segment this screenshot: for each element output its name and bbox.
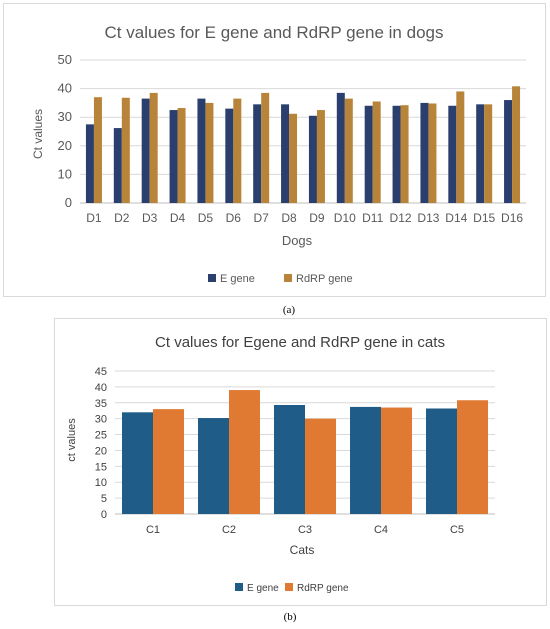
cats-bar-rdrp-gene-c2 (229, 390, 260, 514)
dogs-bar-rdrp-gene-d16 (512, 86, 521, 203)
dogs-chart-panel: Ct values for E gene and RdRP gene in do… (3, 3, 546, 297)
dogs-bar-e-gene-d6 (225, 108, 234, 203)
dogs-legend-swatch-rdrp-gene (284, 274, 292, 282)
panel-a-caption: (a) (282, 304, 296, 316)
panel-b-caption: (b) (283, 611, 297, 623)
cats-x-tick-label: C2 (222, 524, 236, 536)
dogs-bar-e-gene-d8 (281, 104, 290, 203)
dogs-bar-rdrp-gene-d7 (261, 92, 270, 203)
cats-y-tick-label: 30 (95, 414, 107, 426)
dogs-y-tick-label: 30 (58, 109, 72, 124)
dogs-chart-title: Ct values for E gene and RdRP gene in do… (105, 23, 444, 42)
cats-bar-rdrp-gene-c4 (381, 407, 412, 514)
cats-y-tick-label: 25 (95, 430, 107, 442)
cats-chart-panel: Ct values for Egene and RdRP gene in cat… (54, 318, 547, 606)
dogs-bar-rdrp-gene-d9 (316, 110, 325, 203)
dogs-y-axis-label: Ct values (31, 109, 45, 159)
cats-legend-label: RdRP gene (297, 583, 349, 594)
dogs-legend-swatch-e-gene (208, 274, 216, 282)
dogs-bar-e-gene-d2 (113, 128, 122, 203)
dogs-y-tick-label: 0 (65, 195, 72, 210)
cats-y-tick-label: 10 (95, 477, 107, 489)
cats-x-axis-label: Cats (290, 543, 315, 557)
dogs-bar-rdrp-gene-d2 (121, 97, 130, 203)
dogs-bar-e-gene-d14 (448, 105, 457, 203)
dogs-bar-e-gene-d5 (197, 98, 206, 203)
dogs-bar-rdrp-gene-d6 (233, 98, 242, 203)
dogs-bar-e-gene-d1 (85, 124, 94, 203)
dogs-x-axis-label: Dogs (282, 233, 313, 248)
dogs-x-tick-label: D7 (254, 211, 270, 225)
dogs-x-tick-label: D3 (142, 211, 158, 225)
dogs-legend-label: RdRP gene (296, 273, 353, 285)
cats-chart-title: Ct values for Egene and RdRP gene in cat… (155, 334, 445, 351)
dogs-bar-rdrp-gene-d5 (205, 102, 214, 203)
cats-bar-rdrp-gene-c5 (457, 400, 488, 514)
cats-chart: Ct values for Egene and RdRP gene in cat… (66, 334, 495, 594)
cats-bar-e-gene-c3 (274, 405, 305, 514)
dogs-bar-rdrp-gene-d1 (93, 97, 102, 203)
dogs-bar-e-gene-d15 (476, 104, 485, 203)
cats-bar-rdrp-gene-c3 (305, 418, 336, 514)
dogs-bar-rdrp-gene-d10 (344, 98, 353, 203)
cats-legend-label: E gene (247, 583, 279, 594)
dogs-y-tick-label: 40 (58, 81, 72, 96)
cats-x-tick-label: C5 (450, 524, 464, 536)
cats-y-tick-label: 35 (95, 398, 107, 410)
dogs-y-tick-label: 50 (58, 52, 72, 67)
dogs-x-tick-label: D14 (445, 211, 467, 225)
dogs-x-tick-label: D12 (390, 211, 412, 225)
dogs-x-tick-label: D9 (309, 211, 325, 225)
dogs-bar-e-gene-d9 (308, 115, 317, 203)
dogs-bar-rdrp-gene-d3 (149, 92, 158, 203)
dogs-bar-e-gene-d11 (364, 105, 373, 203)
dogs-y-tick-label: 10 (58, 166, 72, 181)
dogs-x-tick-label: D1 (86, 211, 102, 225)
cats-legend-swatch-e-gene (235, 583, 243, 591)
cats-legend-swatch-rdrp-gene (285, 583, 293, 591)
dogs-bar-e-gene-d16 (504, 100, 513, 203)
cats-y-tick-label: 0 (101, 509, 107, 521)
dogs-x-tick-label: D16 (501, 211, 523, 225)
dogs-bar-e-gene-d10 (336, 92, 345, 203)
cats-bar-e-gene-c1 (122, 412, 153, 514)
cats-x-tick-label: C3 (298, 524, 312, 536)
dogs-bar-e-gene-d12 (392, 105, 401, 203)
dogs-x-tick-label: D11 (362, 211, 383, 225)
dogs-bar-rdrp-gene-d13 (428, 103, 437, 203)
dogs-x-tick-label: D10 (334, 211, 356, 225)
dogs-legend-label: E gene (220, 273, 255, 285)
cats-y-tick-label: 40 (95, 382, 107, 394)
dogs-x-tick-label: D15 (473, 211, 495, 225)
cats-bar-e-gene-c5 (426, 408, 457, 514)
cats-y-tick-label: 45 (95, 366, 107, 378)
dogs-x-tick-label: D5 (198, 211, 214, 225)
dogs-x-tick-label: D8 (281, 211, 297, 225)
dogs-bar-e-gene-d7 (253, 104, 262, 203)
dogs-x-tick-label: D6 (226, 211, 242, 225)
cats-x-tick-label: C4 (374, 524, 388, 536)
dogs-bar-rdrp-gene-d12 (400, 105, 409, 203)
dogs-bar-e-gene-d3 (141, 98, 150, 203)
dogs-bar-e-gene-d4 (169, 110, 178, 203)
dogs-x-tick-label: D2 (114, 211, 130, 225)
dogs-bar-rdrp-gene-d4 (177, 108, 186, 203)
cats-y-axis-label: ct values (66, 418, 78, 462)
dogs-bar-e-gene-d13 (420, 102, 429, 203)
dogs-bar-rdrp-gene-d11 (372, 101, 381, 203)
cats-bar-e-gene-c2 (198, 418, 229, 514)
dogs-x-tick-label: D13 (417, 211, 439, 225)
cats-y-tick-label: 20 (95, 445, 107, 457)
cats-y-tick-label: 15 (95, 461, 107, 473)
dogs-x-tick-label: D4 (170, 211, 186, 225)
cats-x-tick-label: C1 (146, 524, 160, 536)
dogs-chart: Ct values for E gene and RdRP gene in do… (31, 23, 526, 285)
dogs-bar-rdrp-gene-d15 (484, 104, 493, 203)
cats-bar-e-gene-c4 (350, 406, 381, 514)
cats-bar-rdrp-gene-c1 (153, 409, 184, 514)
dogs-bar-rdrp-gene-d14 (456, 91, 465, 203)
cats-y-tick-label: 5 (101, 493, 107, 505)
dogs-y-tick-label: 20 (58, 138, 72, 153)
dogs-bar-rdrp-gene-d8 (289, 113, 298, 203)
